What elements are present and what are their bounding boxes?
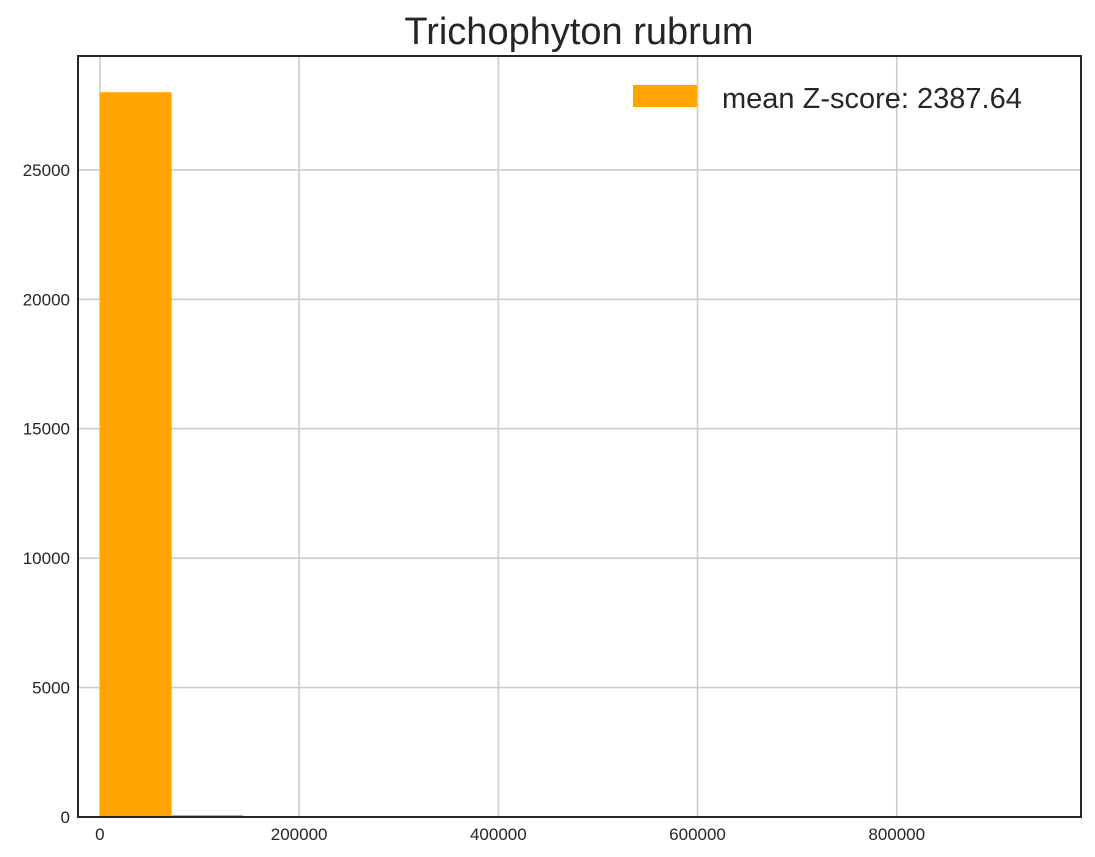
y-tick-label-4: 20000 bbox=[23, 290, 70, 309]
legend-swatch bbox=[633, 85, 697, 107]
x-tick-label-0: 0 bbox=[95, 825, 104, 844]
y-tick-label-5: 25000 bbox=[23, 161, 70, 180]
axes-frame bbox=[77, 55, 1082, 818]
y-tick-label-0: 0 bbox=[61, 808, 70, 827]
axes: 0 200000 400000 600000 800000 0 5000 10000 1500… bbox=[23, 55, 1082, 844]
y-tick-label-3: 15000 bbox=[23, 420, 70, 439]
chart-title: Trichophyton rubrum bbox=[404, 11, 753, 53]
legend-label: mean Z-score: 2387.64 bbox=[722, 83, 1022, 115]
y-axis-ticks: 0 5000 10000 15000 20000 25000 bbox=[23, 161, 70, 827]
histogram-bar-1 bbox=[171, 814, 244, 817]
x-axis-ticks: 0 200000 400000 600000 800000 bbox=[95, 825, 925, 844]
histogram-bars bbox=[99, 92, 1033, 817]
histogram-bar-0 bbox=[99, 92, 172, 817]
y-tick-label-2: 10000 bbox=[23, 549, 70, 568]
y-tick-label-1: 5000 bbox=[32, 679, 70, 698]
x-tick-label-2: 400000 bbox=[470, 825, 527, 844]
x-tick-label-4: 800000 bbox=[868, 825, 925, 844]
x-tick-label-1: 200000 bbox=[271, 825, 328, 844]
grid bbox=[78, 56, 1081, 818]
x-tick-label-3: 600000 bbox=[669, 825, 726, 844]
legend: mean Z-score: 2387.64 bbox=[633, 83, 1022, 115]
